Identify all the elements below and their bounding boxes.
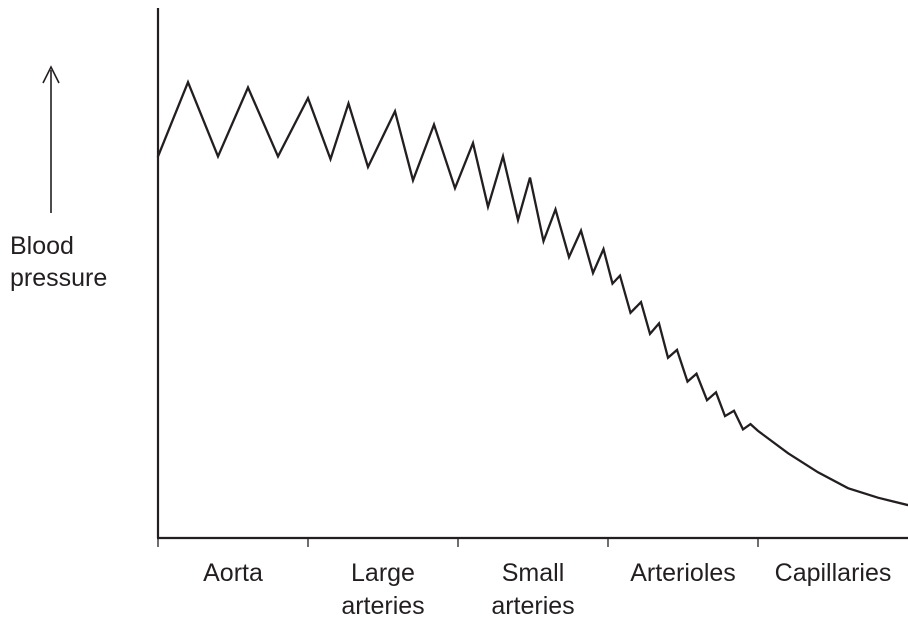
y-axis-label: pressure <box>10 264 107 292</box>
x-category-label: Small <box>502 559 565 587</box>
x-category-label: arteries <box>491 592 574 620</box>
pressure-series <box>156 79 908 507</box>
axes <box>156 8 908 540</box>
x-category-labels: Aorta Large arteries Small arteries Arteriole… <box>203 559 891 620</box>
x-category-label: Arterioles <box>630 559 736 587</box>
y-axis-label-group: Blood pressure <box>10 65 107 292</box>
x-tick-marks <box>157 538 759 547</box>
x-category-label: Large <box>351 559 415 587</box>
x-category-label: Aorta <box>203 559 263 587</box>
x-category-label: arteries <box>341 592 424 620</box>
x-category-label: Capillaries <box>775 559 892 587</box>
up-arrow-icon <box>42 65 60 84</box>
y-axis-label: Blood <box>10 232 74 260</box>
pressure-line <box>156 79 908 507</box>
